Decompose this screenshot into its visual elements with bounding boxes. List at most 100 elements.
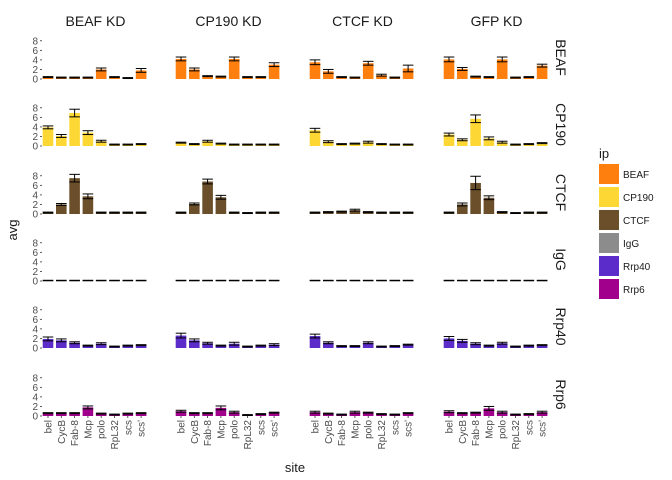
bar-rrp40-gfp-kd-fab-8 bbox=[470, 343, 481, 348]
bar-cp190-cp190-kd-fab-8 bbox=[202, 141, 213, 146]
bar-rrp40-cp190-kd-bel bbox=[175, 335, 187, 348]
row-title-beaf: BEAF bbox=[553, 39, 569, 76]
row-title-rrp6: Rrp6 bbox=[553, 379, 569, 410]
y-tick-label: 6 bbox=[32, 383, 38, 394]
x-tick-label: polo bbox=[498, 420, 509, 439]
legend-swatch-beaf bbox=[599, 164, 619, 184]
bar-beaf-cp190-kd-fab-8 bbox=[202, 76, 213, 79]
x-tick-label: CycB bbox=[190, 420, 201, 444]
bar-cp190-gfp-kd-fab-8 bbox=[470, 118, 481, 146]
bar-beaf-gfp-kd-cycb bbox=[457, 68, 468, 79]
y-tick-label: 0 bbox=[32, 210, 38, 221]
bar-rrp40-ctcf-kd-bel bbox=[309, 336, 321, 348]
row-title-rrp40: Rrp40 bbox=[553, 307, 569, 345]
bar-ctcf-beaf-kd-fab-8 bbox=[69, 178, 80, 214]
bar-cp190-beaf-kd-mcp bbox=[82, 132, 94, 146]
bar-cp190-gfp-kd-cycb bbox=[457, 139, 468, 146]
x-tick-label: scs' bbox=[404, 420, 415, 437]
bar-beaf-gfp-kd-fab-8 bbox=[470, 76, 481, 79]
bar-rrp40-beaf-kd-cycb bbox=[56, 340, 67, 348]
legend-swatch-cp190 bbox=[599, 187, 619, 207]
bar-rrp40-beaf-kd-bel bbox=[42, 338, 54, 348]
x-tick-label: Fab-8 bbox=[70, 420, 81, 447]
x-tick-label: bel bbox=[44, 420, 55, 433]
y-tick-label: 0 bbox=[32, 75, 38, 86]
bar-ctcf-ctcf-kd-mcp bbox=[349, 210, 361, 214]
y-tick-label: 8 bbox=[32, 36, 38, 47]
bar-rrp6-cp190-kd-bel bbox=[175, 411, 187, 416]
bar-cp190-ctcf-kd-polo bbox=[362, 142, 374, 146]
x-tick-label: bel bbox=[445, 420, 456, 433]
bar-rrp6-beaf-kd-scs bbox=[135, 413, 147, 416]
bar-rrp6-ctcf-kd-scs bbox=[402, 413, 414, 416]
bar-beaf-beaf-kd-polo bbox=[95, 69, 107, 79]
legend-label-beaf: BEAF bbox=[623, 170, 649, 181]
x-axis-title: site bbox=[285, 460, 305, 475]
bar-beaf-ctcf-kd-scs bbox=[402, 68, 414, 79]
bar-rrp40-ctcf-kd-cycb bbox=[323, 342, 334, 348]
bar-cp190-gfp-kd-scs bbox=[536, 143, 548, 146]
y-tick-label: 6 bbox=[32, 315, 38, 326]
y-tick-label: 4 bbox=[32, 257, 38, 268]
bar-rrp6-beaf-kd-polo bbox=[95, 413, 107, 416]
bar-rrp40-cp190-kd-polo bbox=[228, 343, 240, 348]
bar-rrp6-beaf-kd-mcp bbox=[82, 407, 94, 416]
row-title-cp190: CP190 bbox=[553, 103, 569, 146]
y-tick-label: 2 bbox=[32, 334, 38, 345]
y-tick-label: 2 bbox=[32, 132, 38, 143]
legend-label-cp190: CP190 bbox=[623, 193, 654, 204]
x-tick-label: scs' bbox=[137, 420, 148, 437]
x-tick-label: Fab-8 bbox=[337, 420, 348, 447]
x-tick-label: scs bbox=[524, 420, 535, 435]
bar-rrp40-ctcf-kd-polo bbox=[362, 342, 374, 348]
bar-rrp40-ctcf-kd-scs bbox=[402, 344, 414, 348]
x-tick-label: scs bbox=[256, 420, 267, 435]
y-tick-label: 4 bbox=[32, 122, 38, 133]
bar-beaf-cp190-kd-cycb bbox=[189, 69, 200, 79]
bar-rrp6-cp190-kd-mcp bbox=[215, 407, 227, 416]
x-tick-label: scs' bbox=[270, 420, 281, 437]
bar-cp190-gfp-kd-polo bbox=[496, 142, 508, 146]
bar-rrp6-beaf-kd-scs bbox=[122, 413, 134, 416]
bar-cp190-beaf-kd-polo bbox=[95, 141, 107, 146]
x-tick-label: RpL32 bbox=[377, 420, 388, 450]
bar-rrp40-gfp-kd-bel bbox=[443, 338, 455, 348]
x-tick-label: polo bbox=[230, 420, 241, 439]
x-tick-label: Mcp bbox=[484, 420, 495, 439]
bar-beaf-cp190-kd-bel bbox=[175, 58, 187, 79]
y-tick-label: 8 bbox=[32, 373, 38, 384]
bar-rrp6-beaf-kd-cycb bbox=[56, 413, 67, 416]
y-tick-label: 6 bbox=[32, 248, 38, 259]
bar-beaf-cp190-kd-mcp bbox=[215, 76, 227, 79]
bar-beaf-ctcf-kd-bel bbox=[309, 62, 321, 79]
bar-rrp40-beaf-kd-scs bbox=[135, 345, 147, 348]
bar-rrp6-cp190-kd-scs bbox=[268, 412, 280, 416]
bar-ctcf-cp190-kd-fab-8 bbox=[202, 181, 213, 214]
bar-ctcf-cp190-kd-mcp bbox=[215, 197, 227, 214]
legend-swatch-rrp6 bbox=[599, 279, 619, 299]
y-tick-label: 4 bbox=[32, 392, 38, 403]
bar-rrp40-gfp-kd-scs bbox=[536, 345, 548, 348]
bar-ctcf-gfp-kd-mcp bbox=[483, 197, 495, 214]
legend-swatch-igg bbox=[599, 233, 619, 253]
bar-ctcf-gfp-kd-fab-8 bbox=[470, 182, 481, 214]
y-tick-label: 0 bbox=[32, 344, 38, 355]
bar-rrp6-ctcf-kd-cycb bbox=[323, 413, 334, 416]
bar-rrp6-ctcf-kd-mcp bbox=[349, 412, 361, 416]
x-tick-label: bel bbox=[311, 420, 322, 433]
x-tick-label: Mcp bbox=[350, 420, 361, 439]
bar-rrp6-gfp-kd-mcp bbox=[483, 408, 495, 416]
x-tick-label: RpL32 bbox=[511, 420, 522, 450]
y-tick-label: 2 bbox=[32, 267, 38, 278]
bar-rrp6-beaf-kd-fab-8 bbox=[69, 413, 80, 416]
bar-cp190-ctcf-kd-mcp bbox=[349, 143, 361, 146]
column-title-beaf-kd: BEAF KD bbox=[66, 13, 126, 29]
x-tick-label: polo bbox=[364, 420, 375, 439]
bar-cp190-beaf-kd-bel bbox=[42, 127, 54, 146]
x-tick-label: scs' bbox=[538, 420, 549, 437]
x-tick-label: CycB bbox=[57, 420, 68, 444]
y-tick-label: 8 bbox=[32, 103, 38, 114]
row-title-ctcf: CTCF bbox=[553, 174, 569, 211]
